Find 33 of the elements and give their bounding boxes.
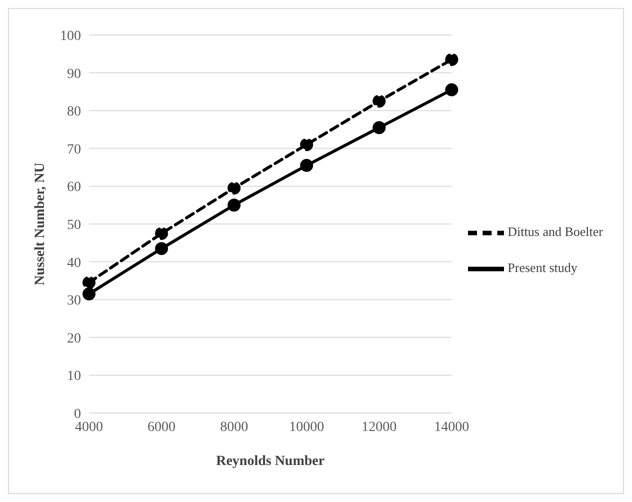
point xyxy=(445,83,458,96)
y-tick-label: 60 xyxy=(67,180,81,196)
y-tick-label: 20 xyxy=(67,331,81,346)
x-tick-label: 8000 xyxy=(220,420,248,435)
point xyxy=(445,53,458,66)
point xyxy=(82,276,96,290)
x-tick-label: 4000 xyxy=(75,420,103,435)
point xyxy=(372,121,386,134)
y-tick-label: 30 xyxy=(67,294,81,309)
point xyxy=(300,158,314,172)
point xyxy=(155,226,168,240)
y-tick-label: 70 xyxy=(67,142,81,158)
point xyxy=(82,287,96,300)
x-tick-label: 6000 xyxy=(148,420,176,435)
point xyxy=(228,198,241,212)
legend-label: Dittus and Boelter xyxy=(508,224,603,239)
y-tick-label: 0 xyxy=(74,406,81,422)
legend-label: Present study xyxy=(508,260,578,275)
x-axis-title: Reynolds Number xyxy=(216,454,325,469)
y-tick-label: 50 xyxy=(67,218,81,233)
point xyxy=(372,94,386,108)
y-tick-label: 90 xyxy=(67,66,81,82)
point xyxy=(300,138,314,152)
x-tick-label: 12000 xyxy=(362,420,397,435)
y-tick-label: 80 xyxy=(67,104,81,120)
y-tick-label: 10 xyxy=(67,369,81,384)
y-axis-title: Nusselt Number, NU xyxy=(32,162,48,286)
y-tick-label: 100 xyxy=(60,28,81,44)
point xyxy=(155,242,168,256)
point xyxy=(228,182,241,195)
x-tick-label: 14000 xyxy=(434,420,470,435)
y-tick-label: 40 xyxy=(67,256,81,271)
x-tick-label: 10000 xyxy=(289,420,324,435)
